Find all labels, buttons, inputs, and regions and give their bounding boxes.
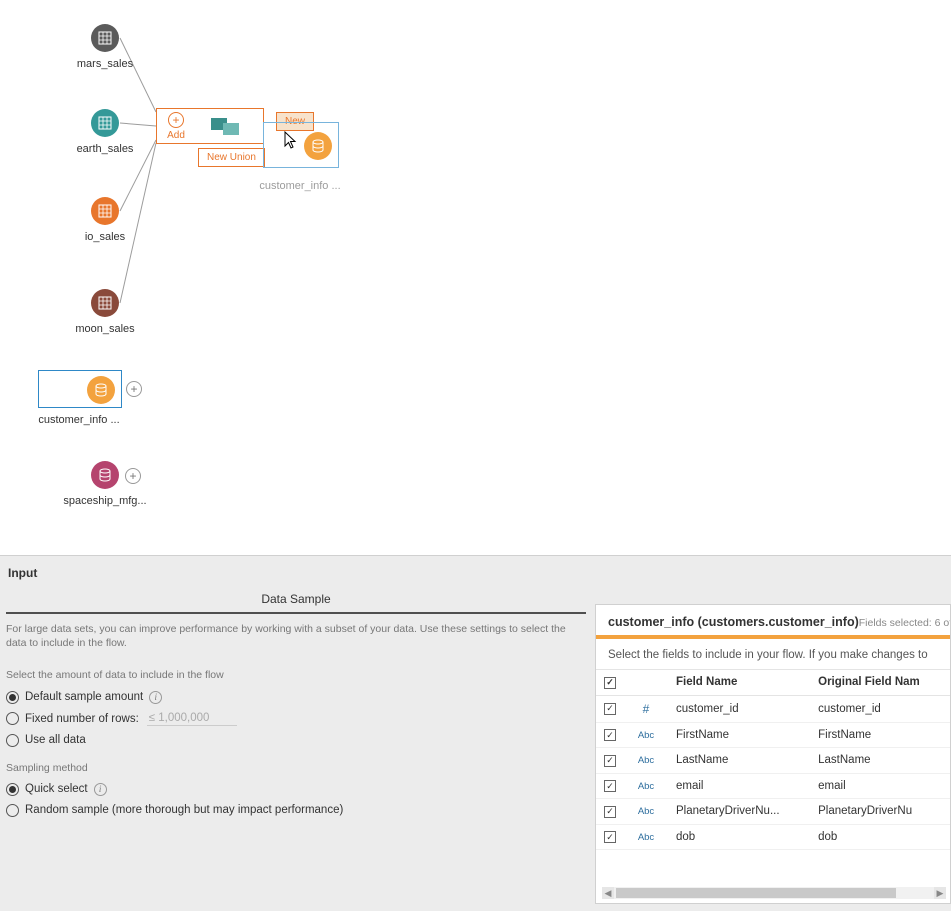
node-label: moon_sales <box>60 323 150 335</box>
help-text: Select the amount of data to include in … <box>6 668 586 682</box>
fields-panel: customer_info (customers.customer_info) … <box>595 604 951 904</box>
row-checkbox[interactable]: ✓ <box>596 773 624 799</box>
radio-default-sample[interactable]: Default sample amount i <box>6 691 586 704</box>
original-field-name: FirstName <box>810 722 950 748</box>
add-step-button[interactable]: + <box>126 381 142 397</box>
add-icon: + Add <box>157 112 193 141</box>
clean-step-icon <box>193 115 263 137</box>
info-icon[interactable]: i <box>94 783 107 796</box>
original-field-name: email <box>810 773 950 799</box>
node-mars-sales[interactable]: mars_sales <box>60 24 150 70</box>
node-label: io_sales <box>60 231 150 243</box>
table-icon <box>91 109 119 137</box>
field-name[interactable]: customer_id <box>668 695 810 722</box>
radio-label: Use all data <box>25 734 86 746</box>
table-row[interactable]: ✓AbcPlanetaryDriverNu...PlanetaryDriverN… <box>596 799 950 825</box>
col-original-name[interactable]: Original Field Nam <box>810 670 950 696</box>
radio-icon <box>6 691 19 704</box>
help-text: For large data sets, you can improve per… <box>6 622 586 650</box>
add-clean-step[interactable]: + Add <box>156 108 264 144</box>
type-icon: Abc <box>624 799 668 825</box>
radio-label: Fixed number of rows: <box>25 713 139 725</box>
type-icon: Abc <box>624 773 668 799</box>
col-field-name[interactable]: Field Name <box>668 670 810 696</box>
row-checkbox[interactable]: ✓ <box>596 824 624 850</box>
original-field-name: PlanetaryDriverNu <box>810 799 950 825</box>
info-icon[interactable]: i <box>149 691 162 704</box>
flow-canvas[interactable]: mars_sales earth_sales io_sales moon_sal… <box>0 0 951 555</box>
section-label: Sampling method <box>6 761 586 775</box>
add-step-button[interactable]: + <box>125 468 141 484</box>
fields-title: customer_info (customers.customer_info) <box>608 615 859 629</box>
horizontal-scrollbar[interactable]: ◀ ▶ <box>602 887 946 899</box>
field-name[interactable]: PlanetaryDriverNu... <box>668 799 810 825</box>
node-io-sales[interactable]: io_sales <box>60 197 150 243</box>
node-label: spaceship_mfg... <box>60 495 150 507</box>
fields-table: ✓ Field Name Original Field Nam ✓#custom… <box>596 669 950 850</box>
panel-title: Input <box>0 556 951 580</box>
scroll-right-icon[interactable]: ▶ <box>934 887 946 899</box>
radio-icon <box>6 734 19 747</box>
original-field-name: LastName <box>810 748 950 774</box>
database-icon <box>91 461 119 489</box>
type-icon: # <box>624 695 668 722</box>
node-moon-sales[interactable]: moon_sales <box>60 289 150 335</box>
type-icon: Abc <box>624 722 668 748</box>
radio-quick-select[interactable]: Quick select i <box>6 783 586 796</box>
table-row[interactable]: ✓#customer_idcustomer_id <box>596 695 950 722</box>
table-icon <box>91 197 119 225</box>
table-row[interactable]: ✓Abcemailemail <box>596 773 950 799</box>
select-all-checkbox[interactable]: ✓ <box>596 670 624 696</box>
node-label: customer_info ... <box>255 180 345 192</box>
data-sample-tab[interactable]: Data Sample <box>6 592 586 614</box>
field-name[interactable]: dob <box>668 824 810 850</box>
table-row[interactable]: ✓AbcFirstNameFirstName <box>596 722 950 748</box>
row-checkbox[interactable]: ✓ <box>596 799 624 825</box>
radio-icon <box>6 783 19 796</box>
scroll-thumb[interactable] <box>616 888 896 898</box>
node-customer-info-selected[interactable] <box>38 370 122 408</box>
table-row[interactable]: ✓Abcdobdob <box>596 824 950 850</box>
database-icon <box>304 132 332 160</box>
field-name[interactable]: LastName <box>668 748 810 774</box>
radio-label: Quick select <box>25 783 88 795</box>
data-sample-section: Data Sample For large data sets, you can… <box>6 592 586 817</box>
row-checkbox[interactable]: ✓ <box>596 748 624 774</box>
fixed-rows-input[interactable]: ≤ 1,000,000 <box>147 712 238 726</box>
node-label: mars_sales <box>60 58 150 70</box>
original-field-name: customer_id <box>810 695 950 722</box>
radio-icon <box>6 804 19 817</box>
table-row[interactable]: ✓AbcLastNameLastName <box>596 748 950 774</box>
help-text: Select the fields to include in your flo… <box>596 639 950 669</box>
node-earth-sales[interactable]: earth_sales <box>60 109 150 155</box>
radio-random-sample[interactable]: Random sample (more thorough but may imp… <box>6 804 586 817</box>
original-field-name: dob <box>810 824 950 850</box>
table-icon <box>91 24 119 52</box>
cursor-icon <box>284 131 302 151</box>
row-checkbox[interactable]: ✓ <box>596 695 624 722</box>
radio-label: Random sample (more thorough but may imp… <box>25 804 343 816</box>
field-name[interactable]: email <box>668 773 810 799</box>
row-checkbox[interactable]: ✓ <box>596 722 624 748</box>
node-label: customer_info ... <box>34 414 124 426</box>
input-panel: Input Data Sample For large data sets, y… <box>0 555 951 911</box>
table-icon <box>91 289 119 317</box>
radio-icon <box>6 712 19 725</box>
radio-use-all[interactable]: Use all data <box>6 734 586 747</box>
type-icon: Abc <box>624 824 668 850</box>
radio-fixed-rows[interactable]: Fixed number of rows: ≤ 1,000,000 <box>6 712 586 726</box>
type-icon: Abc <box>624 748 668 774</box>
radio-label: Default sample amount <box>25 691 143 703</box>
field-name[interactable]: FirstName <box>668 722 810 748</box>
node-label: earth_sales <box>60 143 150 155</box>
new-union-drop[interactable]: New Union <box>198 148 265 167</box>
database-icon <box>87 376 115 404</box>
fields-selected-count: Fields selected: 6 of <box>859 617 951 629</box>
scroll-left-icon[interactable]: ◀ <box>602 887 614 899</box>
